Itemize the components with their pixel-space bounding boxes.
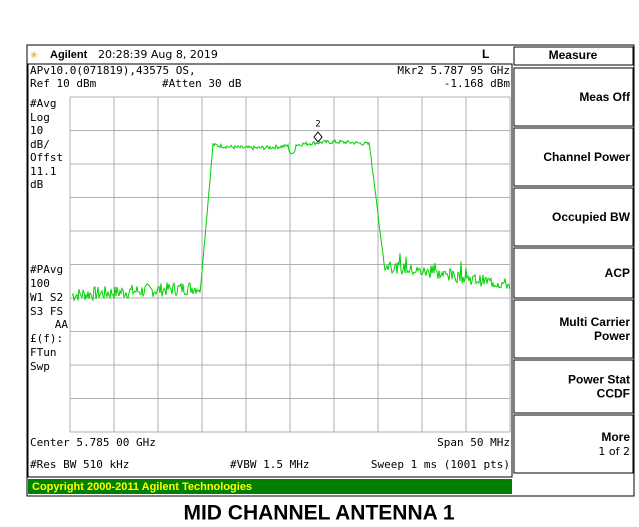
side-label: dB <box>30 178 44 191</box>
marker-number: 2 <box>315 120 320 130</box>
side-label: 10 <box>30 124 43 137</box>
side-label: Offst <box>30 151 63 164</box>
side-label: £(f): <box>30 332 63 345</box>
marker-level: -1.168 dBm <box>444 77 511 90</box>
side-label: #Avg <box>30 97 57 110</box>
menu-button[interactable] <box>513 299 634 359</box>
side-label: Log <box>30 111 50 124</box>
menu-label: Multi Carrier <box>559 315 630 329</box>
menu-label: CCDF <box>597 387 630 401</box>
marker-freq: Mkr2 5.787 95 GHz <box>397 64 510 77</box>
side-label: S3 FS <box>30 305 63 318</box>
marker-diamond <box>313 131 323 143</box>
trace <box>71 138 511 302</box>
copyright: Copyright 2000-2011 Agilent Technologies <box>32 481 252 493</box>
rbw: #Res BW 510 kHz <box>30 458 129 471</box>
menu-title-box <box>513 46 634 66</box>
menu-label: Occupied BW <box>552 210 631 224</box>
menu-button[interactable] <box>513 414 634 474</box>
sweep: Sweep 1 ms (1001 pts) <box>371 458 510 471</box>
side-label: AA <box>55 318 69 331</box>
menu-label: Power Stat <box>568 373 630 387</box>
star-icon: ✳ <box>30 48 38 63</box>
copyright-bar <box>28 479 512 494</box>
grid <box>69 96 511 433</box>
side-label: FTun <box>30 346 57 359</box>
side-label: W1 S2 <box>30 291 63 304</box>
menu-label: Meas Off <box>579 90 631 104</box>
menu-button[interactable] <box>513 187 634 247</box>
status-line: APv10.0(071819),43575 OS, <box>30 64 196 77</box>
menu-button[interactable] <box>513 359 634 414</box>
side-label: 100 <box>30 277 50 290</box>
vbw: #VBW 1.5 MHz <box>230 458 309 471</box>
side-label: dB/ <box>30 138 50 151</box>
brand: Agilent <box>50 49 88 61</box>
menu-label: More <box>601 430 630 444</box>
menu-label: Power <box>594 329 630 343</box>
menu-title: Measure <box>549 48 598 62</box>
menu-button[interactable] <box>513 127 634 187</box>
menu-label: ACP <box>605 266 630 280</box>
side-label: #PAvg <box>30 263 63 276</box>
mode: L <box>482 47 489 61</box>
caption: MID CHANNEL ANTENNA 1 <box>183 502 454 525</box>
menu-button[interactable] <box>513 247 634 299</box>
center-freq: Center 5.785 00 GHz <box>30 436 156 449</box>
side-label: 11.1 <box>30 165 57 178</box>
span: Span 50 MHz <box>437 436 510 449</box>
side-label: Swp <box>30 360 50 373</box>
menu-label: Channel Power <box>543 150 630 164</box>
menu-label: 1 of 2 <box>598 445 630 458</box>
ref-level: Ref 10 dBm <box>30 77 97 90</box>
time: 20:28:39 Aug 8, 2019 <box>98 48 218 61</box>
atten: #Atten 30 dB <box>162 77 242 90</box>
menu-button[interactable] <box>513 67 634 127</box>
